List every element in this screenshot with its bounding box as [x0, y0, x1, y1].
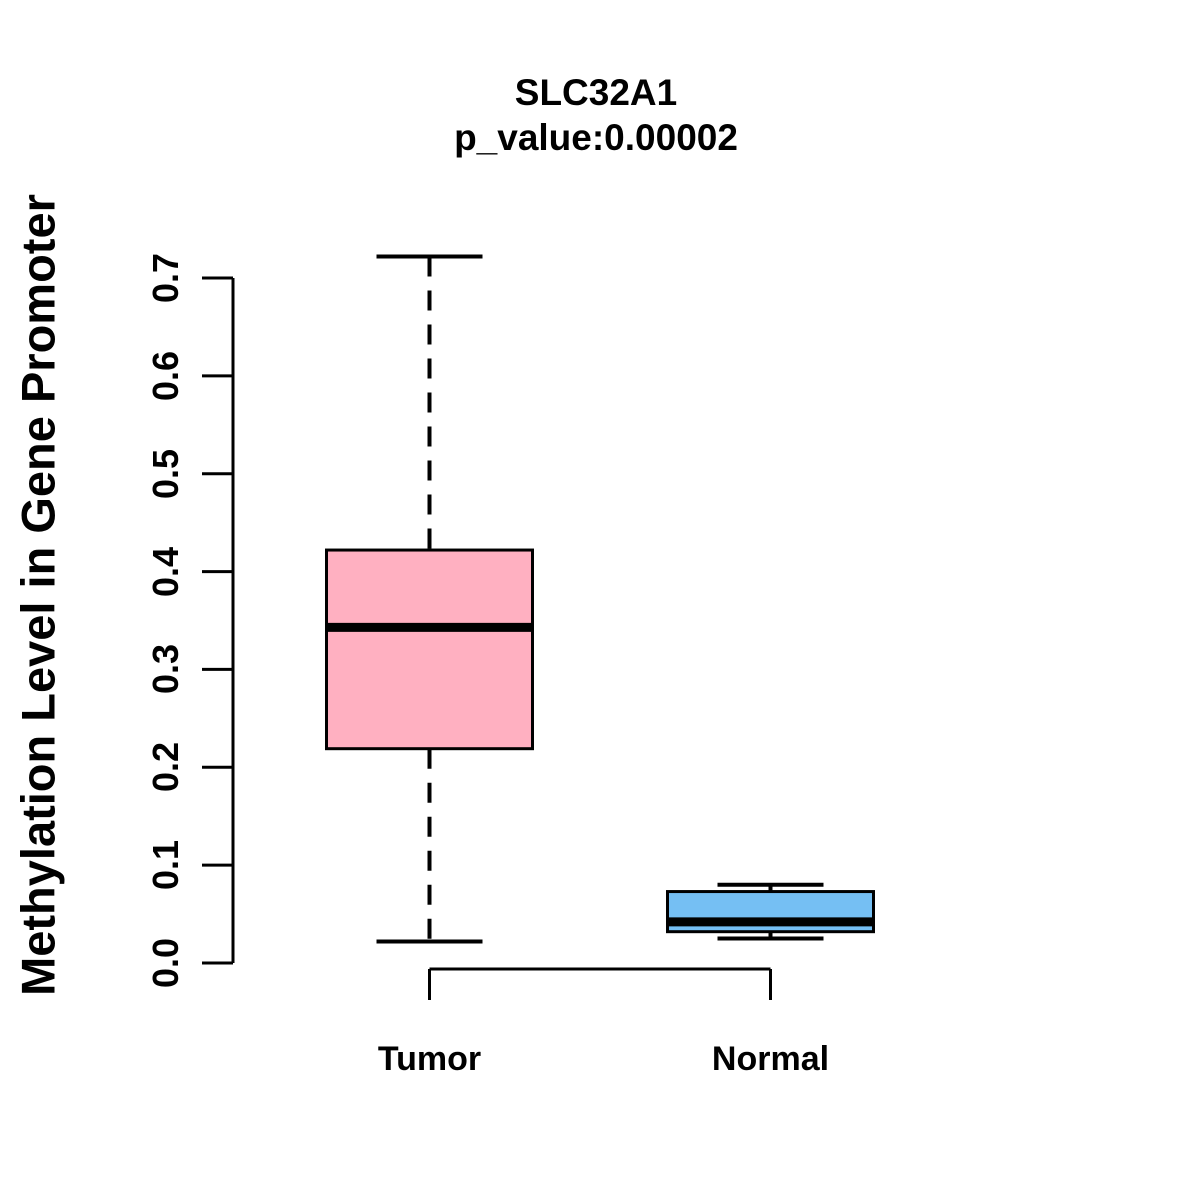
y-tick-label-0.3: 0.3: [145, 644, 186, 695]
y-tick-label-0.7: 0.7: [145, 252, 186, 304]
y-tick-label-0.0: 0.0: [145, 937, 186, 989]
chart-title: SLC32A1: [514, 72, 678, 113]
chart-pvalue-subtitle: p_value:0.00002: [454, 117, 738, 158]
x-category-label-normal: Normal: [711, 1040, 830, 1078]
y-tick-label-0.4: 0.4: [145, 546, 186, 597]
x-category-label-tumor: Tumor: [377, 1040, 482, 1078]
y-tick-label-0.5: 0.5: [145, 448, 186, 499]
y-tick-label-0.2: 0.2: [145, 742, 186, 793]
y-tick-label-0.1: 0.1: [145, 840, 186, 891]
y-tick-label-0.6: 0.6: [145, 350, 186, 401]
tumor-box: [325, 548, 534, 751]
